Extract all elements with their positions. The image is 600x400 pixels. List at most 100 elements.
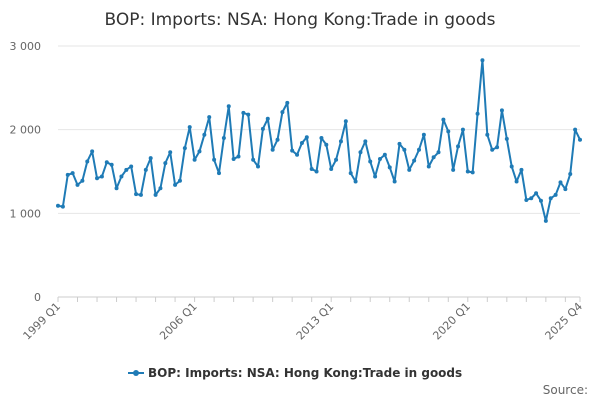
data-point xyxy=(80,178,85,183)
data-point xyxy=(85,159,90,164)
series-line xyxy=(57,59,581,222)
data-point xyxy=(187,125,192,130)
data-point xyxy=(192,157,197,162)
data-point xyxy=(60,204,65,209)
data-point xyxy=(490,147,495,152)
data-point xyxy=(168,150,173,155)
x-axis: 1999 Q1 2006 Q1 2013 Q1 2020 Q1 2025 Q4 xyxy=(21,296,585,343)
data-point xyxy=(99,174,104,179)
data-point xyxy=(197,149,202,154)
data-point xyxy=(280,110,285,115)
data-point xyxy=(417,147,422,152)
data-point xyxy=(236,154,241,159)
data-point xyxy=(114,186,119,191)
data-point xyxy=(348,171,353,176)
legend-marker-symbol xyxy=(133,370,139,376)
data-point xyxy=(480,58,485,63)
data-point xyxy=(182,146,187,151)
data-point xyxy=(397,141,402,146)
data-point xyxy=(563,187,568,192)
data-point xyxy=(148,156,153,161)
data-point xyxy=(548,196,553,201)
grid-lines xyxy=(58,45,580,214)
data-point xyxy=(163,161,168,166)
data-point xyxy=(70,171,75,176)
data-point xyxy=(226,104,231,109)
data-point xyxy=(202,132,207,137)
data-point xyxy=(119,174,124,179)
data-point xyxy=(95,176,100,181)
data-point xyxy=(543,218,548,223)
data-point xyxy=(104,160,109,165)
data-point xyxy=(129,164,134,169)
data-point xyxy=(504,136,509,141)
data-point xyxy=(363,139,368,144)
data-point xyxy=(90,149,95,154)
data-point xyxy=(538,198,543,203)
data-point xyxy=(534,191,539,196)
data-point xyxy=(407,167,412,172)
data-point xyxy=(138,192,143,197)
y-axis: 0 1 000 2 000 3 000 xyxy=(10,40,42,304)
data-point xyxy=(216,171,221,176)
data-point xyxy=(343,119,348,124)
data-point xyxy=(514,179,519,184)
data-point xyxy=(460,127,465,132)
data-point xyxy=(475,111,480,116)
data-point xyxy=(470,170,475,175)
data-point xyxy=(456,144,461,149)
data-point xyxy=(402,147,407,152)
data-point xyxy=(338,139,343,144)
data-point xyxy=(329,166,334,171)
data-point xyxy=(519,167,524,172)
data-point xyxy=(290,148,295,153)
data-point xyxy=(158,186,163,191)
data-point xyxy=(465,169,470,174)
data-point xyxy=(260,126,265,131)
y-tick-label: 0 xyxy=(34,291,41,304)
data-point xyxy=(241,110,246,115)
data-point xyxy=(509,164,514,169)
data-point xyxy=(499,108,504,113)
data-point xyxy=(358,150,363,155)
data-point xyxy=(109,162,114,167)
data-point xyxy=(524,197,529,202)
data-point xyxy=(441,117,446,122)
data-point xyxy=(382,152,387,157)
data-point xyxy=(207,115,212,120)
y-tick-label: 3 000 xyxy=(10,40,42,53)
data-point xyxy=(451,167,456,172)
x-tick-label: 2013 Q1 xyxy=(294,300,337,343)
x-tick-label: 1999 Q1 xyxy=(21,300,64,343)
data-point xyxy=(304,135,309,140)
data-point xyxy=(573,127,578,132)
data-point xyxy=(143,167,148,172)
data-point xyxy=(568,172,573,177)
data-point xyxy=(387,165,392,170)
data-series xyxy=(56,58,582,223)
data-point xyxy=(412,158,417,163)
x-tick-label: 2006 Q1 xyxy=(157,300,200,343)
data-point xyxy=(124,167,129,172)
data-point xyxy=(368,159,373,164)
data-point xyxy=(314,169,319,174)
data-point xyxy=(485,132,490,137)
data-point xyxy=(334,157,339,162)
data-point xyxy=(285,100,290,105)
legend[interactable]: BOP: Imports: NSA: Hong Kong:Trade in go… xyxy=(128,366,462,380)
data-point xyxy=(134,192,139,197)
data-point xyxy=(173,182,178,187)
data-point xyxy=(177,178,182,183)
data-point xyxy=(56,203,60,208)
data-point xyxy=(578,137,582,142)
data-point xyxy=(426,164,431,169)
y-tick-label: 2 000 xyxy=(10,124,42,137)
data-point xyxy=(553,192,558,197)
data-point xyxy=(265,116,270,121)
data-point xyxy=(324,142,329,147)
source-label: Source: xyxy=(543,383,588,397)
data-point xyxy=(431,155,436,160)
data-point xyxy=(529,196,534,201)
data-point xyxy=(246,112,251,117)
data-point xyxy=(377,156,382,161)
